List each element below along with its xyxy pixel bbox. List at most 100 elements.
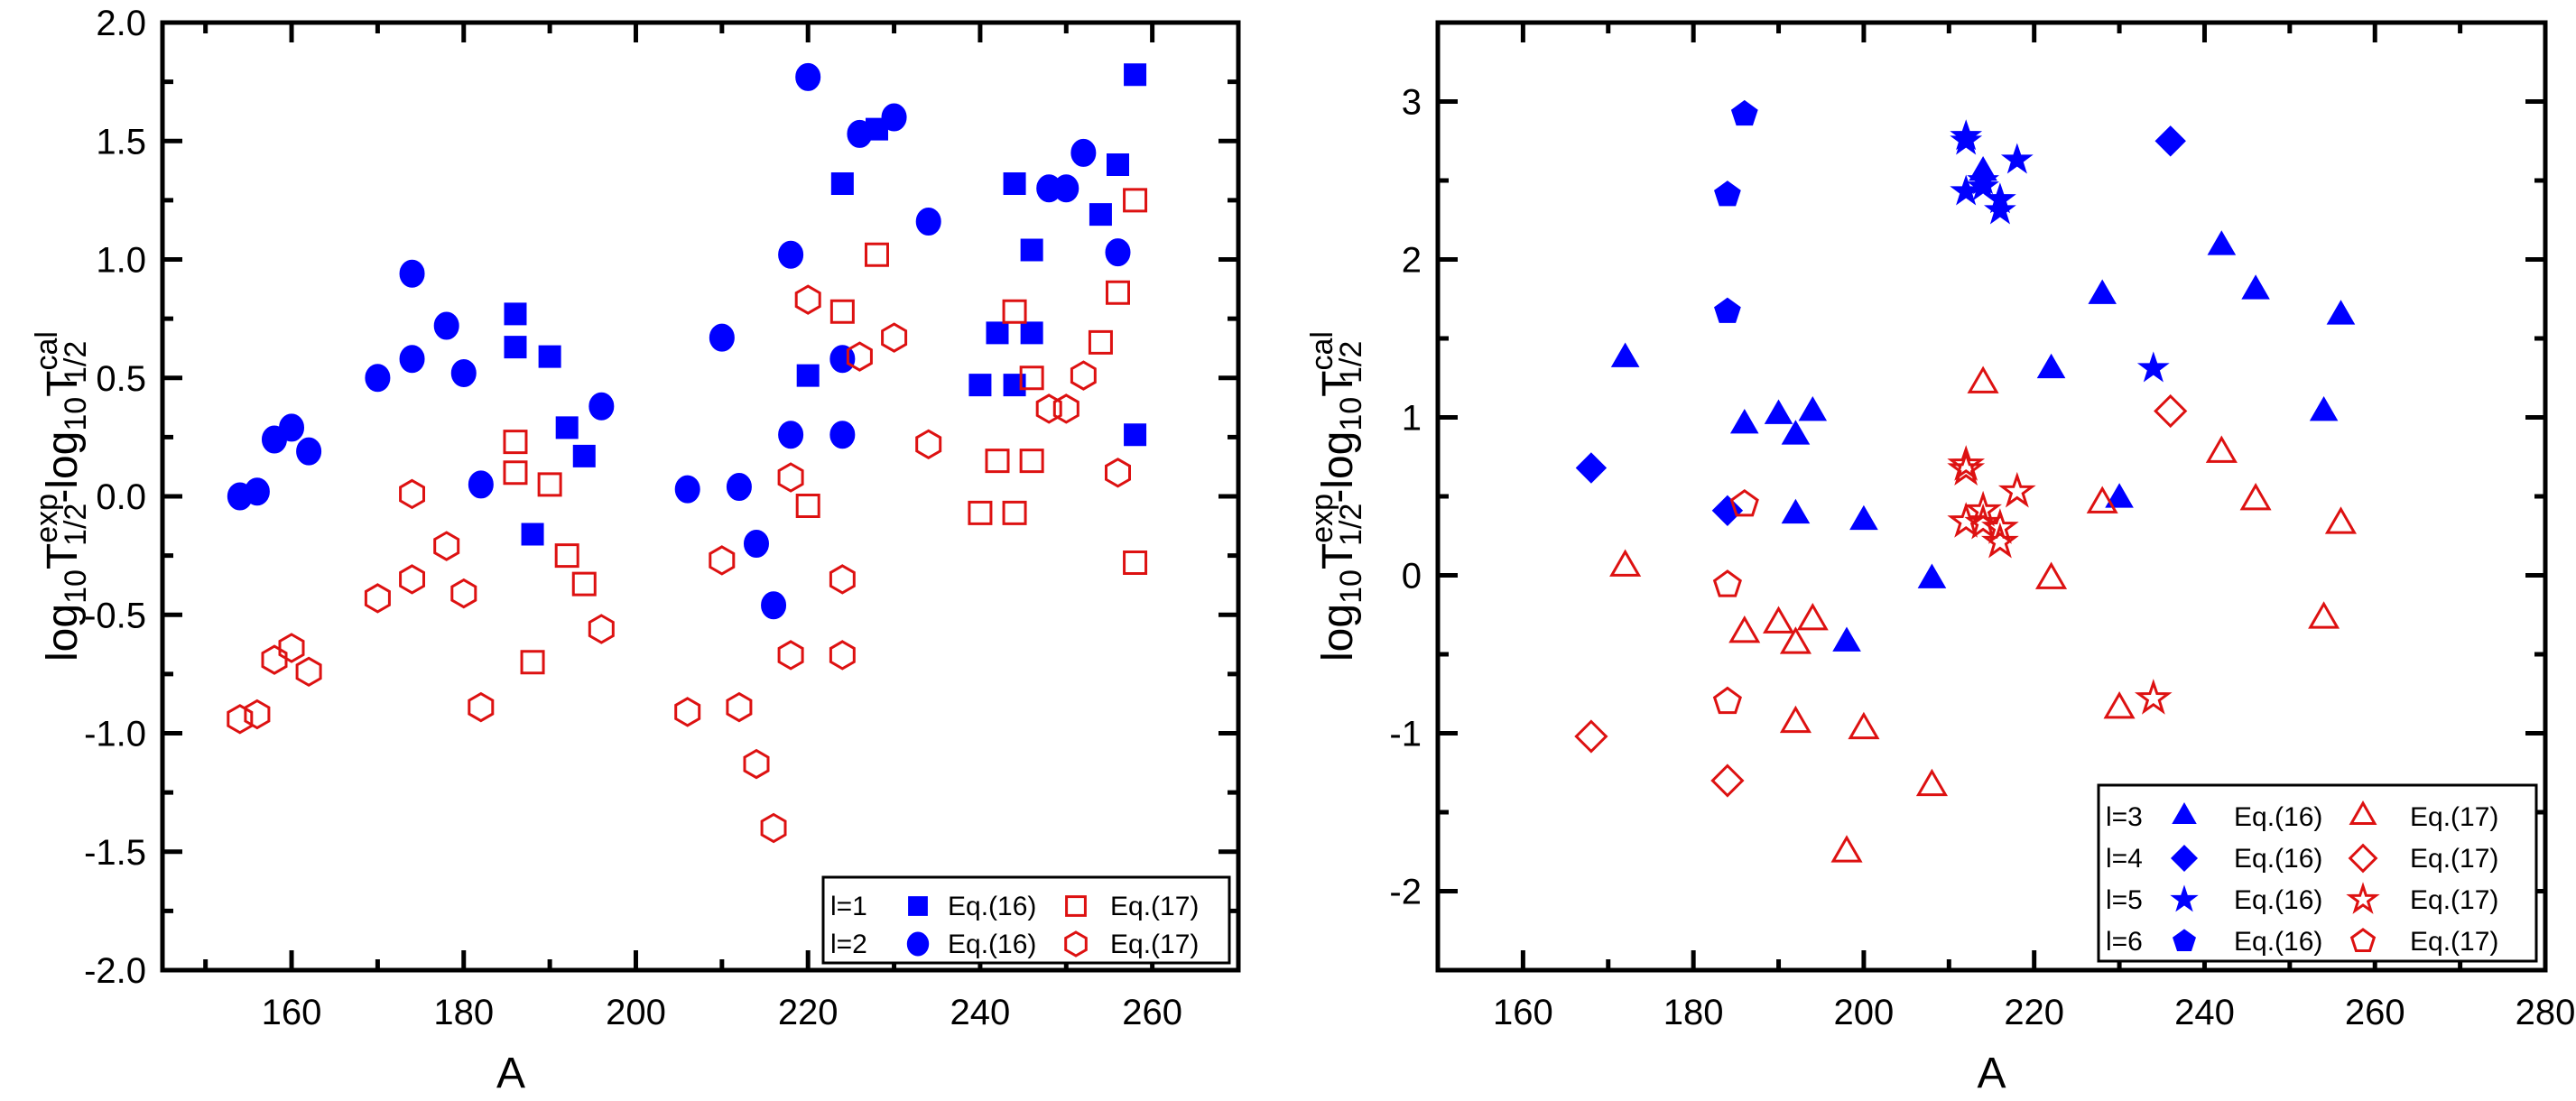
legend-eq17-label: Eq.(17) xyxy=(1110,892,1199,921)
data-point-hexagon xyxy=(846,341,873,372)
data-point-triangle xyxy=(1610,342,1640,367)
data-point-circle xyxy=(674,475,700,504)
data-point-triangle xyxy=(1728,615,1761,643)
data-point-star xyxy=(1947,445,1986,481)
data-point-pentagon xyxy=(1714,297,1741,323)
y-title-base: log xyxy=(1314,604,1362,662)
data-point-triangle xyxy=(1779,626,1812,654)
data-point-triangle xyxy=(1798,395,1828,421)
data-point-star xyxy=(2134,679,2173,715)
legend-l-label: l=1 xyxy=(830,892,867,921)
data-point-square xyxy=(968,500,993,525)
data-point-triangle xyxy=(2086,486,2118,513)
data-point-triangle xyxy=(1917,563,1947,588)
y-title-sup2: cal xyxy=(1305,331,1339,370)
legend-marker-triangle-open xyxy=(2349,800,2377,825)
data-point-pentagon xyxy=(1730,99,1758,126)
x-tick-label: 200 xyxy=(606,993,666,1032)
x-tick-label: 220 xyxy=(778,993,839,1032)
data-point-pentagon xyxy=(1729,488,1759,517)
data-point-circle xyxy=(726,473,752,501)
data-point-square xyxy=(1124,423,1147,447)
data-point-square xyxy=(1123,550,1148,575)
data-point-square xyxy=(572,444,596,467)
data-point-triangle xyxy=(2103,690,2136,719)
data-point-square xyxy=(538,345,561,368)
data-point-hexagon xyxy=(1035,393,1062,424)
data-point-diamond xyxy=(1711,495,1744,527)
data-point-hexagon xyxy=(1052,393,1080,424)
y-title-T2: T xyxy=(1314,370,1362,396)
data-point-hexagon xyxy=(726,691,753,723)
legend-eq17-label: Eq.(17) xyxy=(2410,885,2498,915)
data-point-square xyxy=(1124,63,1147,87)
data-point-circle xyxy=(296,437,322,466)
y-tick-label: 3 xyxy=(1402,83,1422,123)
data-point-square xyxy=(968,374,992,397)
x-tick-label: 260 xyxy=(1122,993,1182,1032)
data-point-triangle xyxy=(1967,365,1999,393)
x-tick-label: 280 xyxy=(2516,993,2576,1032)
y-title-sub1: 1/2 xyxy=(1334,504,1368,546)
legend-l-label: l=4 xyxy=(2106,844,2143,874)
data-point-hexagon xyxy=(1070,360,1097,391)
legend-eq16-label: Eq.(16) xyxy=(2234,885,2322,915)
data-point-circle xyxy=(1070,138,1097,167)
data-point-circle xyxy=(915,208,941,236)
data-point-square xyxy=(503,430,528,455)
data-point-star xyxy=(1947,449,1986,486)
y-axis-title: log10Texp1/2-log10Tcal1/2 xyxy=(1305,331,1368,662)
data-point-hexagon xyxy=(794,284,821,315)
data-point-star xyxy=(2000,143,2034,174)
data-point-star xyxy=(1981,508,2019,544)
data-points xyxy=(1574,99,2357,863)
data-points xyxy=(227,62,1148,844)
legend-row: l=3 Eq.(16) Eq.(17) xyxy=(2106,800,2498,832)
y-tick-label: -2.0 xyxy=(84,951,146,991)
series-l2-eq17 xyxy=(227,284,1131,844)
series-l5-eq17 xyxy=(1947,445,2173,715)
data-point-circle xyxy=(399,345,425,374)
data-point-triangle xyxy=(1830,835,1863,863)
data-point-star xyxy=(1964,503,2003,540)
data-point-square xyxy=(830,172,854,195)
data-point-square xyxy=(1019,449,1044,474)
y-title-sub1: 1/2 xyxy=(59,504,93,546)
legend-eq16-label: Eq.(16) xyxy=(2234,802,2322,832)
data-point-triangle xyxy=(1781,420,1811,445)
y-title-sup2: cal xyxy=(30,331,64,370)
data-point-square xyxy=(1002,500,1027,525)
y-title-sub10b: 10 xyxy=(59,397,93,431)
data-point-triangle xyxy=(1609,549,1642,577)
legend-row: l=2 Eq.(16) Eq.(17) xyxy=(830,930,1199,959)
data-point-pentagon xyxy=(1714,180,1741,207)
data-point-circle xyxy=(743,530,769,558)
y-title-sub10b: 10 xyxy=(1334,397,1368,431)
y-tick-label: 1.0 xyxy=(96,241,146,281)
data-point-star xyxy=(2136,351,2170,383)
data-point-hexagon xyxy=(674,697,701,727)
data-point-square xyxy=(986,321,1009,345)
legend-l-label: l=3 xyxy=(2106,802,2143,832)
y-tick-label: -2 xyxy=(1389,873,1422,912)
y-title-sub2: 1/2 xyxy=(1334,341,1368,384)
data-point-circle xyxy=(588,392,615,421)
data-point-square xyxy=(521,523,544,546)
data-point-circle xyxy=(244,477,270,506)
data-point-triangle xyxy=(1729,408,1759,434)
data-point-hexagon xyxy=(760,812,787,844)
y-tick-label: -1.5 xyxy=(84,833,146,873)
data-point-hexagon xyxy=(588,614,615,644)
data-point-hexagon xyxy=(468,691,495,723)
data-point-triangle xyxy=(2239,482,2272,511)
y-title-dash: -log xyxy=(39,431,87,504)
right-chart: 160 180 200 220 240 260 280-2-10123Alog10Texp1… xyxy=(1305,20,2576,1097)
data-point-square xyxy=(555,416,579,439)
x-tick-label: 200 xyxy=(1834,993,1895,1032)
data-point-pentagon xyxy=(1712,686,1742,715)
data-point-triangle xyxy=(2324,506,2357,534)
data-point-square xyxy=(1089,203,1112,227)
legend-row: l=5 Eq.(16) Eq.(17) xyxy=(2106,882,2498,915)
data-point-square xyxy=(795,494,820,518)
